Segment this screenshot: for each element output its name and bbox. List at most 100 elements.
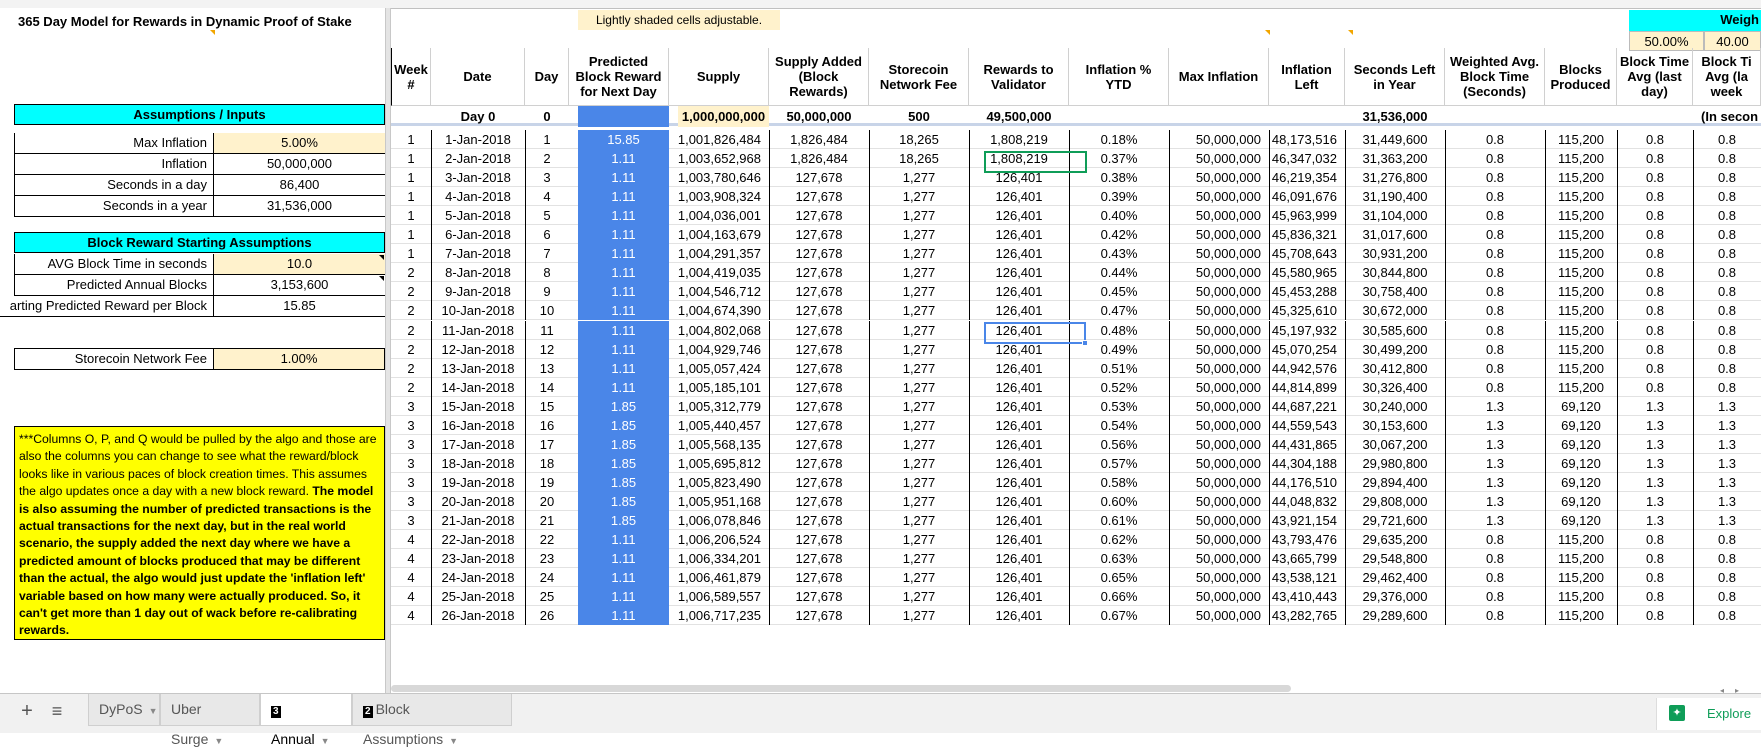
cell-day[interactable]: 26 (539, 608, 555, 624)
cell-fee[interactable]: 1,277 (902, 227, 936, 243)
weighting-header[interactable]: Weigh (1629, 10, 1761, 31)
cell-validator[interactable]: 1,808,219 (990, 132, 1048, 147)
cell-blocks[interactable]: 115,200 (1557, 227, 1605, 243)
col-day[interactable]: Day (525, 48, 569, 106)
table-row[interactable]: 4 26-Jan-2018 26 1.11 1,006,717,235 127,678 1,… (391, 606, 1761, 626)
cell-max-inflation[interactable]: 50,000,000 (1195, 227, 1261, 243)
cell-day[interactable]: 9 (543, 284, 551, 300)
cell-fee[interactable]: 1,277 (902, 455, 936, 471)
cell-reward[interactable]: 1.11 (578, 206, 669, 226)
cell-time-week[interactable]: 1.3 (1717, 493, 1737, 509)
cell-seconds-left[interactable]: 29,808,000 (1362, 493, 1428, 509)
cell-inflation-left[interactable]: 43,410,443 (1271, 589, 1337, 605)
cell-supply[interactable]: 1,005,312,779 (677, 398, 761, 414)
cell-week[interactable]: 4 (407, 608, 415, 624)
cell-seconds-left[interactable]: 29,548,800 (1362, 551, 1428, 567)
cell-inflation-ytd[interactable]: 0.52% (1100, 379, 1138, 395)
cell-day[interactable]: 25 (539, 589, 555, 605)
cell-week[interactable]: 4 (407, 532, 415, 548)
cell-supply[interactable]: 1,006,206,524 (677, 532, 761, 548)
fill-handle[interactable] (1082, 340, 1088, 346)
cell-time-day[interactable]: 0.8 (1645, 189, 1665, 205)
cell-max-inflation[interactable]: 50,000,000 (1195, 551, 1261, 567)
cell-inflation-left[interactable]: 44,814,899 (1271, 379, 1337, 395)
cell-inflation-left[interactable]: 45,580,965 (1271, 265, 1337, 281)
cell-day[interactable]: 16 (539, 417, 555, 433)
cell-time-day[interactable]: 1.3 (1645, 417, 1665, 433)
cell-time-day[interactable]: 0.8 (1645, 551, 1665, 567)
cell-week[interactable]: 2 (407, 284, 415, 300)
cell-day[interactable]: 23 (539, 551, 555, 567)
cell-inflation-ytd[interactable]: 0.45% (1100, 284, 1138, 300)
cell-day[interactable]: 21 (539, 513, 555, 528)
cell-time-week[interactable]: 0.8 (1717, 227, 1737, 243)
cell-blocks[interactable]: 69,120 (1561, 417, 1601, 433)
cell-fee[interactable]: 1,277 (902, 513, 936, 528)
cell-inflation-ytd[interactable]: 0.65% (1100, 570, 1138, 586)
table-row[interactable]: 4 24-Jan-2018 24 1.11 1,006,461,879 127,678 1,… (391, 568, 1761, 588)
cell-inflation-left[interactable]: 44,559,543 (1271, 417, 1337, 433)
cell-inflation-left[interactable]: 44,048,832 (1271, 493, 1337, 509)
cell-day[interactable]: 14 (539, 379, 555, 395)
table-row[interactable]: 3 20-Jan-2018 20 1.85 1,005,951,168 127,678 1,… (391, 491, 1761, 511)
cell-seconds-left[interactable]: 29,721,600 (1362, 513, 1428, 528)
cell-day[interactable]: 22 (539, 532, 555, 548)
cell-validator[interactable]: 126,401 (995, 436, 1043, 452)
col-supply[interactable]: Supply (669, 48, 769, 106)
cell-validator[interactable]: 126,401 (995, 455, 1043, 471)
cell-time-week[interactable]: 0.8 (1717, 208, 1737, 224)
cell-inflation-left[interactable]: 43,921,154 (1271, 513, 1337, 528)
day0-fee[interactable]: 500 (908, 109, 930, 124)
cell-max-inflation[interactable]: 50,000,000 (1195, 303, 1261, 319)
col-supply-added[interactable]: Supply Added (Block Rewards) (769, 48, 869, 106)
cell-date[interactable]: 13-Jan-2018 (441, 360, 515, 376)
cell-inflation-left[interactable]: 48,173,516 (1271, 132, 1337, 147)
cell-supply[interactable]: 1,005,057,424 (677, 360, 761, 376)
table-row[interactable]: 4 23-Jan-2018 23 1.11 1,006,334,201 127,678 1,… (391, 549, 1761, 569)
cell-day[interactable]: 17 (539, 436, 555, 452)
cell-date[interactable]: 12-Jan-2018 (441, 341, 515, 357)
cell-max-inflation[interactable]: 50,000,000 (1195, 379, 1261, 395)
cell-added[interactable]: 127,678 (795, 284, 843, 300)
cell-seconds-left[interactable]: 29,635,200 (1362, 532, 1428, 548)
cell-max-inflation[interactable]: 50,000,000 (1195, 493, 1261, 509)
cell-blocks[interactable]: 115,200 (1557, 341, 1605, 357)
cell-fee[interactable]: 1,277 (902, 322, 936, 338)
table-row[interactable]: 3 17-Jan-2018 17 1.85 1,005,568,135 127,678 1,… (391, 434, 1761, 454)
cell-weighted-time[interactable]: 0.8 (1485, 246, 1505, 262)
cell-blocks[interactable]: 115,200 (1557, 532, 1605, 548)
cell-time-week[interactable]: 0.8 (1717, 341, 1737, 357)
cell-max-inflation[interactable]: 50,000,000 (1195, 322, 1261, 338)
cell-fee[interactable]: 1,277 (902, 436, 936, 452)
cell-fee[interactable]: 1,277 (902, 608, 936, 624)
cell-validator[interactable]: 126,401 (995, 417, 1043, 433)
block-reward-header[interactable]: Block Reward Starting Assumptions (14, 232, 385, 253)
cell-weighted-time[interactable]: 0.8 (1485, 189, 1505, 205)
cell-blocks[interactable]: 115,200 (1557, 570, 1605, 586)
cell-validator[interactable]: 126,401 (995, 170, 1043, 186)
cell-date[interactable]: 20-Jan-2018 (441, 493, 515, 509)
cell-inflation-ytd[interactable]: 0.18% (1100, 132, 1138, 147)
cell-week[interactable]: 2 (407, 341, 415, 357)
col-week[interactable]: Week # (391, 48, 431, 106)
cell-date[interactable]: 6-Jan-2018 (445, 227, 511, 243)
cell-time-day[interactable]: 0.8 (1645, 208, 1665, 224)
cell-max-inflation[interactable]: 50,000,000 (1195, 208, 1261, 224)
cell-time-week[interactable]: 1.3 (1717, 474, 1737, 490)
cell-added[interactable]: 127,678 (795, 513, 843, 528)
col-predicted-reward[interactable]: Predicted Block Reward for Next Day (569, 48, 669, 106)
col-block-time-last-week[interactable]: Block Ti Avg (la week (1693, 48, 1761, 106)
cell-reward[interactable]: 1.11 (578, 568, 669, 588)
cell-time-week[interactable]: 0.8 (1717, 608, 1737, 624)
day0-date[interactable]: Day 0 (460, 109, 496, 124)
table-row[interactable]: 1 1-Jan-2018 1 15.85 1,001,826,484 1,826,484 1… (391, 130, 1761, 150)
cell-blocks[interactable]: 115,200 (1557, 246, 1605, 262)
cell-time-day[interactable]: 0.8 (1645, 570, 1665, 586)
cell-reward[interactable]: 15.85 (578, 130, 669, 150)
assumption-value[interactable]: 50,000,000 (213, 154, 385, 175)
cell-validator[interactable]: 126,401 (995, 570, 1043, 586)
cell-day[interactable]: 8 (543, 265, 551, 281)
cell-max-inflation[interactable]: 50,000,000 (1195, 170, 1261, 186)
cell-max-inflation[interactable]: 50,000,000 (1195, 151, 1261, 167)
cell-added[interactable]: 127,678 (795, 551, 843, 567)
